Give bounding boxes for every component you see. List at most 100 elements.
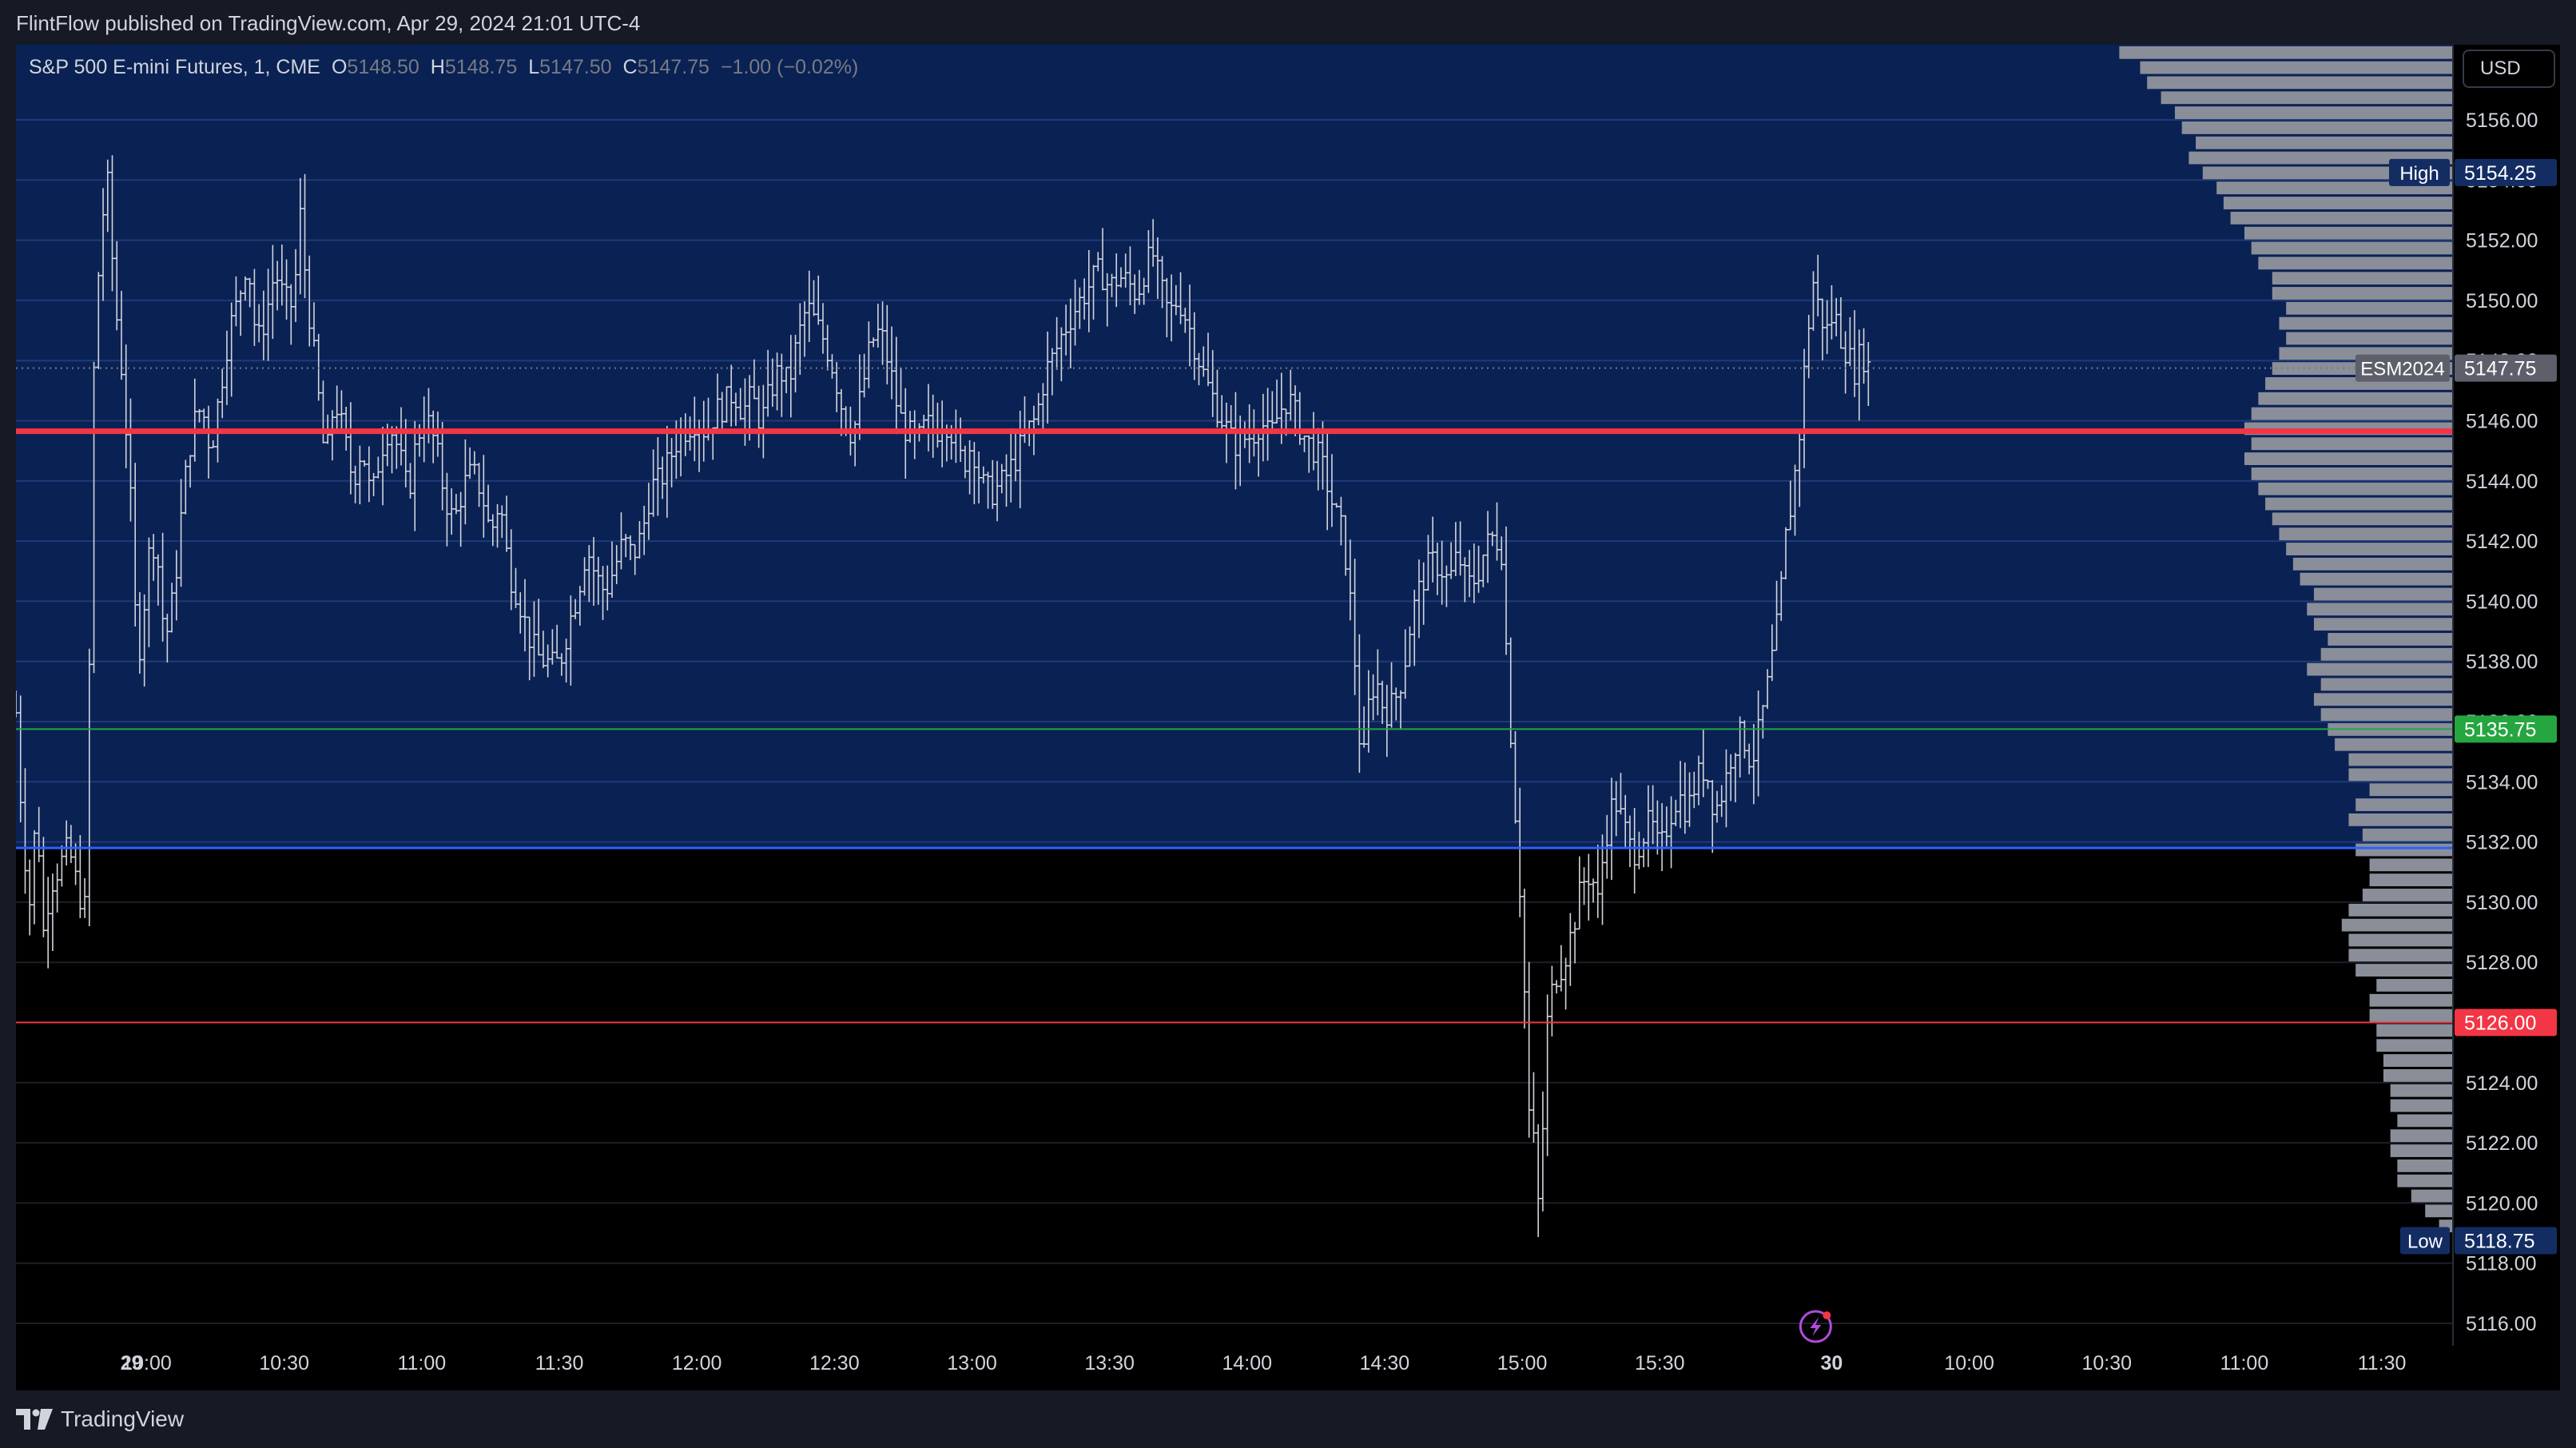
volume-profile-bar	[2175, 106, 2453, 119]
low-value: 5118.75	[2464, 1230, 2535, 1252]
volume-profile-bar	[2223, 197, 2453, 209]
y-tick-label: 5150.00	[2466, 290, 2538, 312]
high-label: High	[2399, 163, 2439, 185]
level-5126-badge	[2455, 1008, 2557, 1036]
y-tick-label: 5130.00	[2466, 892, 2538, 914]
level-5135.75-badge	[2455, 715, 2557, 743]
volume-profile-bar	[2348, 813, 2453, 826]
volume-profile-bar	[2348, 903, 2453, 917]
volume-profile-bar	[2147, 76, 2453, 90]
level-5126-badge-text: 5126.00	[2464, 1012, 2536, 1035]
volume-profile-bar	[2355, 798, 2453, 811]
volume-profile-bar	[2369, 783, 2453, 797]
volume-profile-bar	[2161, 91, 2453, 105]
volume-profile-bar	[2335, 738, 2453, 751]
volume-profile-bar	[2376, 1039, 2453, 1052]
tradingview-logo[interactable]: TradingView	[16, 1406, 184, 1432]
volume-profile-bar	[2390, 1129, 2453, 1143]
volume-profile-bar	[2286, 332, 2453, 345]
last-value-box	[2455, 354, 2557, 382]
y-tick-label: 5140.00	[2466, 591, 2538, 613]
volume-profile-bar	[2411, 1189, 2453, 1203]
price-chart[interactable]: 5116.00 5118.00 5120.00 5122.00 5124.00 5126.…	[16, 45, 2560, 1390]
volume-profile-bar	[2348, 949, 2453, 962]
legend-symbol: S&P 500 E-mini Futures, 1, CME	[29, 56, 320, 78]
volume-profile-bar	[2397, 1114, 2453, 1128]
volume-profile-bar	[2390, 1144, 2453, 1157]
x-tick-label: 14:30	[1360, 1352, 1410, 1374]
volume-profile-bar	[2279, 316, 2453, 330]
currency-label: USD	[2480, 58, 2521, 79]
volume-profile-bar	[2292, 557, 2453, 571]
legend-low-label: L	[528, 56, 540, 78]
volume-profile-bar	[2320, 708, 2453, 721]
x-tick-label: 15:30	[1635, 1352, 1685, 1374]
x-tick-label: 30	[1821, 1352, 1843, 1374]
last-value: 5147.75	[2464, 358, 2536, 380]
x-tick-label: 11:00	[397, 1352, 446, 1374]
last-label: ESM2024	[2360, 359, 2444, 380]
volume-profile-bar	[2286, 301, 2453, 315]
x-tick-label: 10:30	[259, 1352, 309, 1374]
volume-profile-bar	[2348, 753, 2453, 766]
y-tick-label: 5120.00	[2466, 1192, 2538, 1215]
volume-profile-bar	[2258, 257, 2453, 270]
volume-profile-bar	[2230, 211, 2453, 225]
x-tick-label: 11:30	[535, 1352, 584, 1374]
lightning-bolt-icon	[1810, 1317, 1822, 1336]
volume-profile-bar	[2369, 1008, 2453, 1022]
bottom-bar: TradingView	[0, 1390, 2576, 1448]
volume-profile-bar	[2314, 618, 2453, 631]
last-label-box	[2355, 354, 2450, 382]
legend-low-value: 5147.50	[539, 56, 612, 78]
y-tick-label: 5156.00	[2466, 109, 2538, 132]
legend-change: −1.00 (−0.02%)	[720, 56, 859, 78]
x-tick-label: 15:00	[1497, 1352, 1548, 1374]
x-tick-label: 14:00	[1222, 1352, 1272, 1374]
volume-profile-bar	[2119, 46, 2453, 59]
y-tick-label: 5124.00	[2466, 1072, 2538, 1095]
volume-profile-bar	[2320, 678, 2453, 691]
volume-profile-bar	[2272, 512, 2453, 526]
volume-profile-bar	[2188, 151, 2453, 165]
legend-high-value: 5148.75	[444, 56, 518, 78]
volume-profile-bar	[2383, 1068, 2453, 1082]
volume-profile-bar	[2369, 873, 2453, 887]
volume-profile-bar	[2251, 407, 2453, 420]
low-label: Low	[2407, 1231, 2443, 1252]
legend-open-label: O	[331, 56, 348, 78]
chart-area[interactable]: 5116.00 5118.00 5120.00 5122.00 5124.00 5126.…	[16, 45, 2560, 1390]
y-tick-label: 5138.00	[2466, 651, 2538, 674]
volume-profile-bar	[2314, 693, 2453, 706]
volume-profile-bar	[2390, 1099, 2453, 1112]
volume-profile-bar	[2272, 287, 2453, 300]
legend-close-label: C	[622, 56, 638, 78]
volume-profile-bar	[2328, 633, 2453, 646]
level-5135.75-badge-text: 5135.75	[2464, 718, 2536, 741]
volume-profile-bar	[2307, 603, 2453, 616]
chart-legend: S&P 500 E-mini Futures, 1, CME O5148.50 H5…	[29, 56, 858, 79]
y-tick-label: 5146.00	[2466, 411, 2538, 433]
y-tick-label: 5144.00	[2466, 471, 2538, 493]
y-tick-label: 5152.00	[2466, 230, 2538, 253]
volume-profile-bar	[2376, 979, 2453, 992]
volume-profile-bar	[2251, 437, 2453, 451]
volume-profile-bar	[2251, 241, 2453, 255]
x-tick-label: 13:00	[947, 1352, 997, 1374]
top-bar: FlintFlow published on TradingView.com, …	[0, 0, 2576, 45]
volume-profile-bar	[2272, 272, 2453, 285]
volume-profile-bar	[2314, 587, 2453, 601]
volume-profile-bar	[2307, 662, 2453, 676]
volume-profile-bar	[2258, 482, 2453, 495]
volume-profile-bar	[2196, 136, 2453, 149]
high-label-box	[2389, 158, 2450, 186]
currency-button[interactable]: USD	[2463, 50, 2555, 88]
volume-profile-bar	[2251, 467, 2453, 480]
x-tick-label: 11:30	[2358, 1352, 2407, 1374]
x-tick-label: 11:00	[2220, 1352, 2269, 1374]
volume-profile-bar	[2369, 993, 2453, 1007]
x-tick-label: 10:30	[2081, 1352, 2132, 1374]
volume-profile-bar	[2355, 964, 2453, 977]
lightning-icon	[1799, 1310, 1832, 1343]
y-tick-label: 5118.00	[2466, 1253, 2537, 1275]
